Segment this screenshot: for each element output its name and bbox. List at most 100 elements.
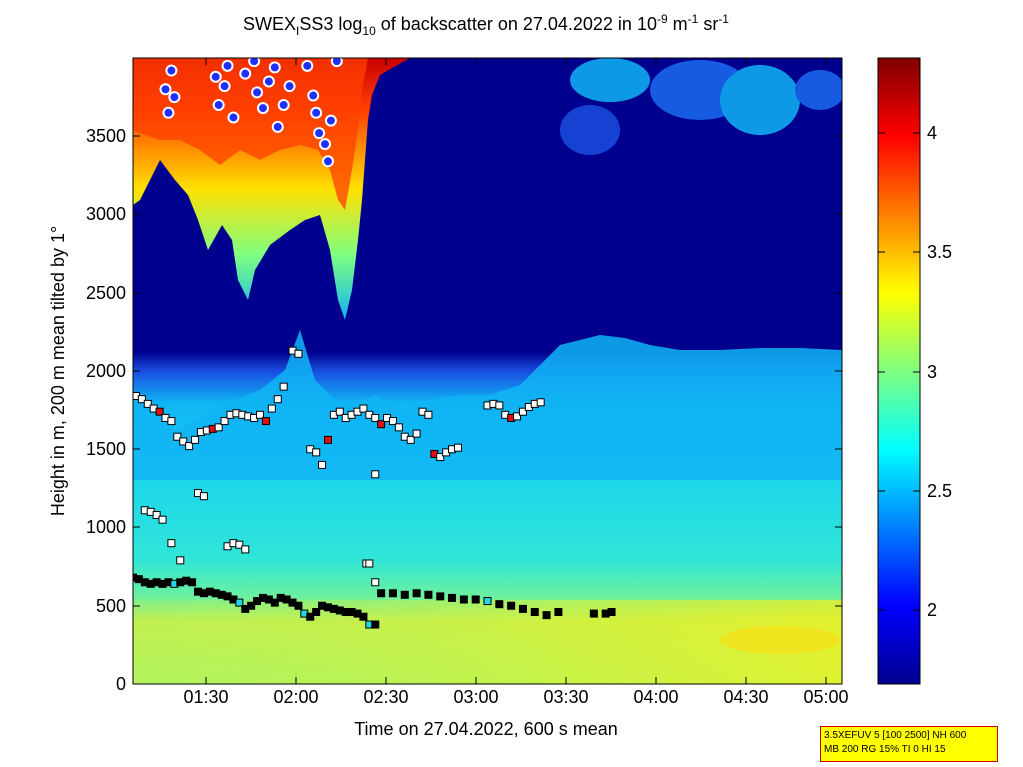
data-marker [412,429,421,438]
data-marker [218,80,231,93]
data-marker [247,601,256,610]
data-marker [554,608,563,617]
data-marker [359,404,368,413]
data-marker [324,114,337,127]
data-marker [199,492,208,501]
data-marker [294,349,303,358]
data-marker [319,138,332,151]
y-tick-label: 500 [96,596,126,616]
data-marker [185,442,194,451]
data-marker [321,155,334,168]
info-line: 3.5XEFUV 5 [100 2500] NH 600 [824,730,967,741]
data-marker [406,435,415,444]
data-marker [165,64,178,77]
data-marker [241,545,250,554]
data-marker [179,437,188,446]
colorbar-tick: 3.5 [878,242,952,262]
data-marker [301,59,314,72]
data-marker [313,127,326,140]
data-marker [248,58,261,68]
data-marker [212,98,225,111]
colorbar-tick: 2.5 [878,481,952,501]
data-marker [294,601,303,610]
data-marker [424,590,433,599]
data-marker [209,70,222,83]
data-marker [279,382,288,391]
data-marker [377,589,386,598]
y-axis-label: Height in m, 200 m mean tilted by 1° [48,226,68,516]
data-marker [214,423,223,432]
data-marker [168,91,181,104]
data-marker [220,417,229,426]
data-marker [518,407,527,416]
x-tick: 02:30 [363,58,409,707]
upper-cyan-patches [560,58,842,155]
data-marker [176,556,185,565]
data-marker [261,417,270,426]
data-marker [268,61,281,74]
data-marker [158,515,167,524]
data-marker [312,448,321,457]
data-marker [530,608,539,617]
data-marker [495,401,504,410]
data-marker [388,417,397,426]
data-marker [388,589,397,598]
data-marker [312,608,321,617]
info-line: MB 200 RG 15% TI 0 HI 15 [824,744,946,755]
x-tick-label: 03:00 [453,687,498,707]
data-marker [251,86,264,99]
data-marker [323,435,332,444]
y-tick: 1500 [86,439,842,459]
y-axis: 0 500 1000 1500 2000 2500 3000 3500 [86,126,842,694]
data-marker [518,604,527,613]
data-marker [377,420,386,429]
y-tick-label: 1500 [86,439,126,459]
x-tick: 05:00 [803,58,849,707]
data-marker [167,539,176,548]
x-tick: 03:00 [453,58,499,707]
data-marker [283,80,296,93]
data-marker [167,417,176,426]
colorbar-tick: 2 [878,600,937,620]
data-marker [318,460,327,469]
y-tick-label: 0 [116,674,126,694]
y-tick: 1000 [86,517,842,537]
data-marker [162,106,175,119]
colorbar-tick: 3 [878,362,937,382]
data-marker [235,540,244,549]
x-tick: 02:00 [273,58,319,707]
data-marker [256,410,265,419]
data-marker [235,598,244,607]
data-marker [359,612,368,621]
settings-info-box: 3.5XEFUV 5 [100 2500] NH 600 MB 200 RG 1… [820,726,998,762]
y-tick-label: 3000 [86,204,126,224]
data-marker [310,106,323,119]
x-tick-label: 04:30 [723,687,768,707]
heatmap-plot-area [133,58,842,684]
data-marker [459,595,468,604]
data-marker [507,601,516,610]
data-marker [436,592,445,601]
y-tick-label: 1000 [86,517,126,537]
colorbar-gradient [877,57,921,685]
x-tick: 03:30 [543,58,589,707]
data-marker [471,595,480,604]
data-marker [335,407,344,416]
data-marker [273,395,282,404]
data-marker [256,102,269,115]
x-tick-label: 02:00 [273,687,318,707]
data-marker [495,600,504,609]
data-marker [159,83,172,96]
data-marker [400,590,409,599]
data-marker [330,58,343,68]
x-tick-label: 03:30 [543,687,588,707]
data-marker [589,609,598,618]
data-marker [191,435,200,444]
data-marker [239,67,252,80]
data-marker [152,510,161,519]
data-marker [365,559,374,568]
x-tick-label: 04:00 [633,687,678,707]
data-marker [371,470,380,479]
data-marker [143,399,152,408]
x-axis: 01:30 02:00 02:30 03:00 03:30 04:00 04:3… [183,58,849,707]
